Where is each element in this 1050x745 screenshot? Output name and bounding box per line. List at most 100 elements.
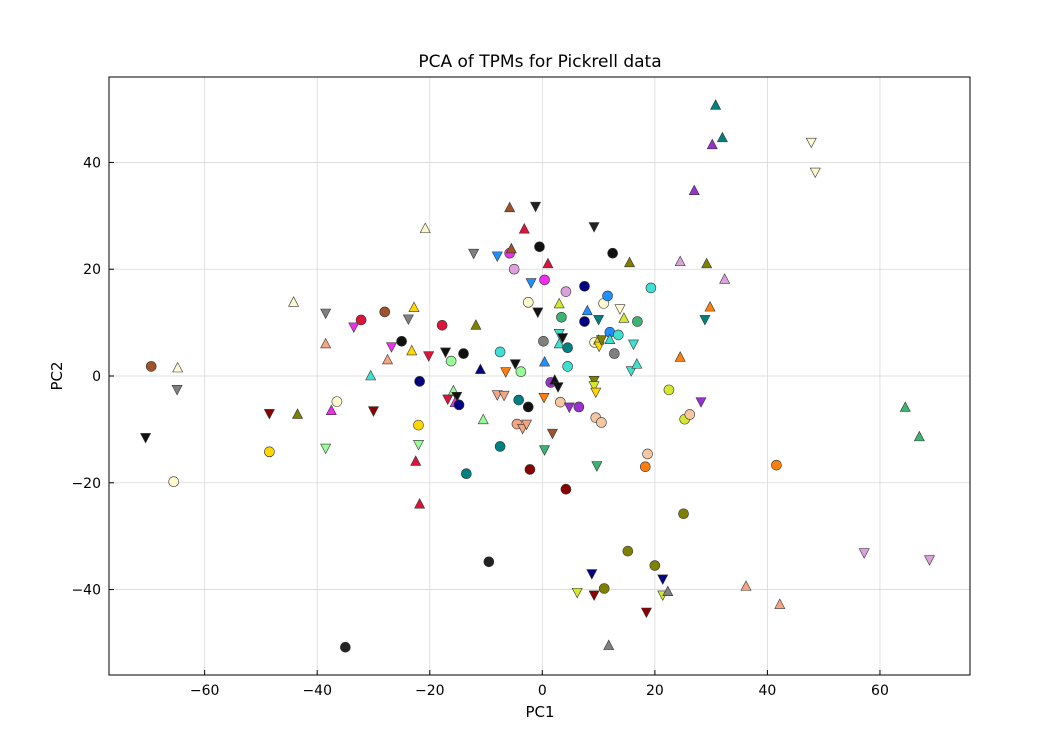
data-point	[603, 639, 615, 650]
data-point	[414, 497, 426, 509]
data-point	[614, 304, 626, 315]
data-point	[402, 314, 414, 326]
x-tick-label: −60	[190, 683, 220, 699]
data-point	[367, 406, 379, 417]
y-tick-label: 40	[83, 155, 101, 171]
data-point	[560, 483, 572, 495]
data-point	[913, 430, 925, 442]
data-point	[521, 419, 533, 431]
data-point	[264, 446, 275, 458]
data-point	[458, 348, 469, 359]
data-point	[562, 342, 573, 354]
data-point	[491, 251, 503, 263]
x-tick-label: 40	[758, 683, 776, 699]
data-point	[413, 440, 425, 451]
data-point	[556, 311, 567, 323]
data-point	[379, 306, 391, 318]
y-tick-label: 20	[83, 262, 101, 278]
data-point	[604, 333, 616, 344]
data-point	[562, 361, 573, 372]
data-point	[331, 396, 343, 407]
data-point	[515, 366, 527, 378]
data-point	[632, 316, 643, 327]
grid-lines	[109, 77, 970, 675]
data-point	[292, 408, 304, 419]
data-point	[555, 396, 566, 408]
data-point	[573, 401, 585, 413]
data-point	[494, 441, 506, 452]
data-point	[386, 342, 397, 353]
data-point	[704, 300, 716, 312]
data-point	[340, 641, 351, 653]
data-point	[609, 348, 620, 359]
data-point	[542, 257, 554, 269]
data-point	[168, 476, 180, 488]
data-point	[899, 401, 911, 412]
data-point	[442, 394, 454, 406]
x-tick-label: 20	[646, 683, 664, 699]
x-tick-label: 0	[538, 683, 547, 699]
data-point	[414, 376, 425, 387]
data-point	[678, 508, 689, 520]
data-point	[719, 273, 731, 284]
x-tick-label: −20	[415, 683, 445, 699]
x-axis-label: PC1	[525, 703, 554, 721]
data-point	[365, 369, 377, 381]
data-point	[382, 353, 394, 365]
data-point	[483, 556, 495, 568]
data-point	[602, 290, 613, 302]
data-point	[598, 583, 610, 594]
data-point	[809, 167, 821, 179]
data-point	[408, 301, 420, 312]
chart-title: PCA of TPMs for Pickrell data	[418, 52, 661, 72]
data-point	[627, 339, 639, 351]
data-point	[355, 314, 367, 326]
data-point	[524, 464, 536, 475]
data-point	[470, 319, 482, 330]
data-point	[645, 282, 657, 294]
data-point	[649, 560, 661, 571]
y-tick-label: −20	[71, 476, 101, 492]
data-point	[640, 607, 652, 619]
data-point	[522, 401, 534, 413]
data-point	[518, 223, 530, 234]
data-point	[140, 433, 152, 444]
data-point	[581, 304, 593, 316]
data-points	[140, 99, 935, 653]
data-point	[145, 361, 157, 372]
y-axis-label: PC2	[48, 361, 66, 390]
data-point	[263, 409, 275, 420]
y-axis-ticks: −40 −20 0 20 40	[71, 155, 114, 599]
data-point	[588, 222, 600, 233]
x-axis-ticks: −60 −40 −20 0 20 40 60	[190, 670, 889, 699]
data-point	[500, 367, 512, 378]
data-point	[590, 387, 602, 399]
data-point	[419, 222, 431, 233]
data-point	[586, 569, 598, 580]
data-point	[538, 393, 550, 404]
data-point	[474, 363, 486, 374]
data-point	[579, 280, 590, 292]
data-point	[509, 359, 521, 370]
data-point	[674, 351, 686, 362]
data-point	[622, 545, 634, 557]
data-point	[406, 344, 418, 356]
data-point	[468, 248, 480, 260]
data-point	[508, 263, 520, 275]
data-point	[423, 351, 435, 362]
data-point	[588, 590, 600, 602]
data-point	[805, 137, 817, 149]
data-point	[699, 315, 711, 326]
data-point	[571, 587, 583, 599]
data-point	[525, 278, 537, 289]
data-point	[410, 455, 422, 466]
data-point	[320, 308, 332, 320]
data-point	[591, 461, 603, 472]
data-point	[618, 312, 630, 323]
data-point	[701, 257, 713, 269]
data-point	[923, 555, 935, 566]
data-point	[325, 404, 337, 416]
data-point	[684, 409, 696, 420]
data-point	[695, 397, 707, 408]
